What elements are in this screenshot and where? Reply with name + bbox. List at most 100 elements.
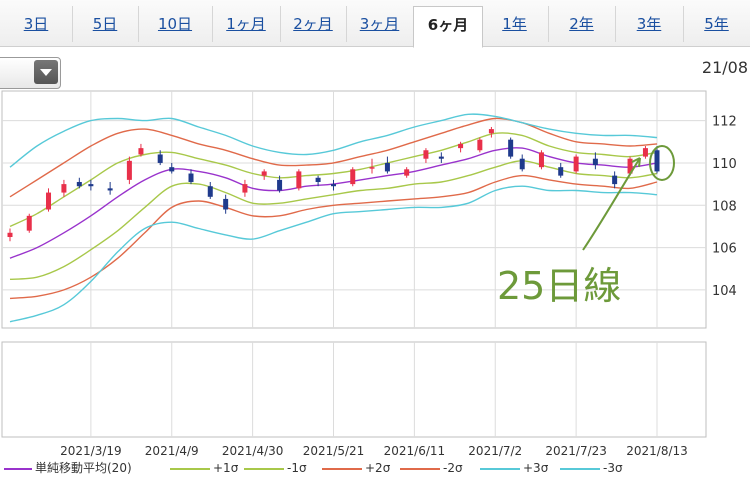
legend-item: -2σ xyxy=(400,458,463,478)
candle-body xyxy=(627,158,633,174)
legend-label: -2σ xyxy=(443,461,463,475)
candle-body xyxy=(261,171,267,176)
candle-body xyxy=(384,162,390,172)
legend-swatch xyxy=(322,467,362,470)
y-tick-label: 108 xyxy=(712,199,737,214)
x-tick-label: 2021/6/11 xyxy=(384,444,446,458)
x-tick-label: 2021/8/13 xyxy=(626,444,688,458)
band-line-4 xyxy=(9,174,658,300)
band-line-2 xyxy=(9,160,658,280)
legend-item: +1σ xyxy=(170,458,238,478)
candle-body xyxy=(107,188,113,191)
candle-body xyxy=(654,150,660,172)
candle-body xyxy=(88,184,94,187)
band-line-6 xyxy=(9,185,658,323)
date-header: 21/08 xyxy=(701,58,748,77)
legend-swatch xyxy=(170,467,210,470)
legend-swatch xyxy=(560,467,600,470)
legend-item: -3σ xyxy=(560,458,623,478)
candle-body xyxy=(458,143,464,149)
tab-4[interactable]: 2ヶ月 xyxy=(280,6,347,42)
candle-body xyxy=(423,150,429,159)
tab-6[interactable]: 6ヶ月 xyxy=(413,6,483,48)
period-tabbar: 3日 5日 10日 1ヶ月 2ヶ月 3ヶ月 6ヶ月 1年 2年 3年 5年 xyxy=(0,0,750,48)
candle-body xyxy=(612,175,618,185)
x-tick-label: 2021/5/21 xyxy=(303,444,365,458)
candle-body xyxy=(538,152,544,168)
candle-body xyxy=(488,129,494,134)
tab-7[interactable]: 1年 xyxy=(481,6,549,42)
legend-swatch xyxy=(4,467,32,470)
candle-body xyxy=(26,215,32,231)
lower-plot-frame xyxy=(1,341,707,438)
candle-body xyxy=(138,148,144,155)
candle-body xyxy=(508,139,514,157)
annotation-arrow-line xyxy=(582,157,641,251)
tab-1[interactable]: 5日 xyxy=(72,6,139,42)
legend-swatch xyxy=(244,467,284,470)
candle-body xyxy=(438,156,444,159)
legend-item: +3σ xyxy=(480,458,548,478)
chevron-down-icon[interactable] xyxy=(34,60,58,84)
legend-label: -3σ xyxy=(603,461,623,475)
legend-label: +3σ xyxy=(523,461,549,475)
legend-item: +2σ xyxy=(322,458,390,478)
indicator-dropdown[interactable] xyxy=(0,57,61,89)
candle-body xyxy=(7,232,13,238)
tab-10[interactable]: 5年 xyxy=(683,6,750,42)
main-plot-frame xyxy=(1,90,707,329)
candle-body xyxy=(76,181,82,187)
y-tick-label: 110 xyxy=(712,157,737,172)
annotation-label: 25日線 xyxy=(497,264,621,308)
y-tick-label: 104 xyxy=(712,284,737,299)
tab-9[interactable]: 3年 xyxy=(615,6,684,42)
candle-body xyxy=(404,169,410,176)
band-line-3 xyxy=(9,117,658,198)
highlight-ellipse xyxy=(649,144,675,181)
legend-label: +1σ xyxy=(213,461,239,475)
tab-3[interactable]: 1ヶ月 xyxy=(212,6,281,42)
candle-body xyxy=(188,173,194,182)
candle-body xyxy=(592,158,598,166)
y-tick-label: 112 xyxy=(712,115,737,130)
candle-body xyxy=(477,139,483,151)
candle-body xyxy=(331,184,336,187)
legend-item: -1σ xyxy=(244,458,307,478)
candle-body xyxy=(242,184,248,193)
legend-item: 単純移動平均(20) xyxy=(4,458,132,478)
legend-swatch xyxy=(400,467,440,470)
x-tick-label: 2021/7/2 xyxy=(468,444,522,458)
legend-swatch xyxy=(480,467,520,470)
x-tick-label: 2021/3/19 xyxy=(60,444,122,458)
candle-body xyxy=(315,177,321,182)
candle-body xyxy=(61,184,67,193)
tab-8[interactable]: 2年 xyxy=(548,6,616,42)
band-line-5 xyxy=(9,113,658,168)
x-tick-label: 2021/4/30 xyxy=(222,444,284,458)
x-tick-label: 2021/4/9 xyxy=(145,444,199,458)
candle-body xyxy=(296,171,302,189)
legend-label: 単純移動平均(20) xyxy=(35,461,132,475)
candle-body xyxy=(350,169,356,185)
candle-body xyxy=(157,154,163,163)
tab-2[interactable]: 10日 xyxy=(138,6,213,42)
candle-body xyxy=(207,186,213,197)
tab-0[interactable]: 3日 xyxy=(0,6,73,42)
candle-body xyxy=(126,160,132,180)
candle-body xyxy=(642,148,648,157)
candle-body xyxy=(169,167,175,172)
legend-label: +2σ xyxy=(365,461,391,475)
y-tick-label: 106 xyxy=(712,242,737,257)
candle-body xyxy=(519,158,525,170)
candle-body xyxy=(558,167,564,176)
candle-body xyxy=(369,167,375,169)
legend: 単純移動平均(20) +1σ -1σ +2σ -2σ +3σ -3σ xyxy=(0,458,750,480)
legend-label: -1σ xyxy=(287,461,307,475)
candle-body xyxy=(46,192,52,210)
band-line-1 xyxy=(9,132,658,228)
annotation-arrow-head xyxy=(631,157,641,168)
x-tick-label: 2021/7/23 xyxy=(545,444,607,458)
candle-body xyxy=(223,198,229,210)
candle-body xyxy=(277,179,283,191)
